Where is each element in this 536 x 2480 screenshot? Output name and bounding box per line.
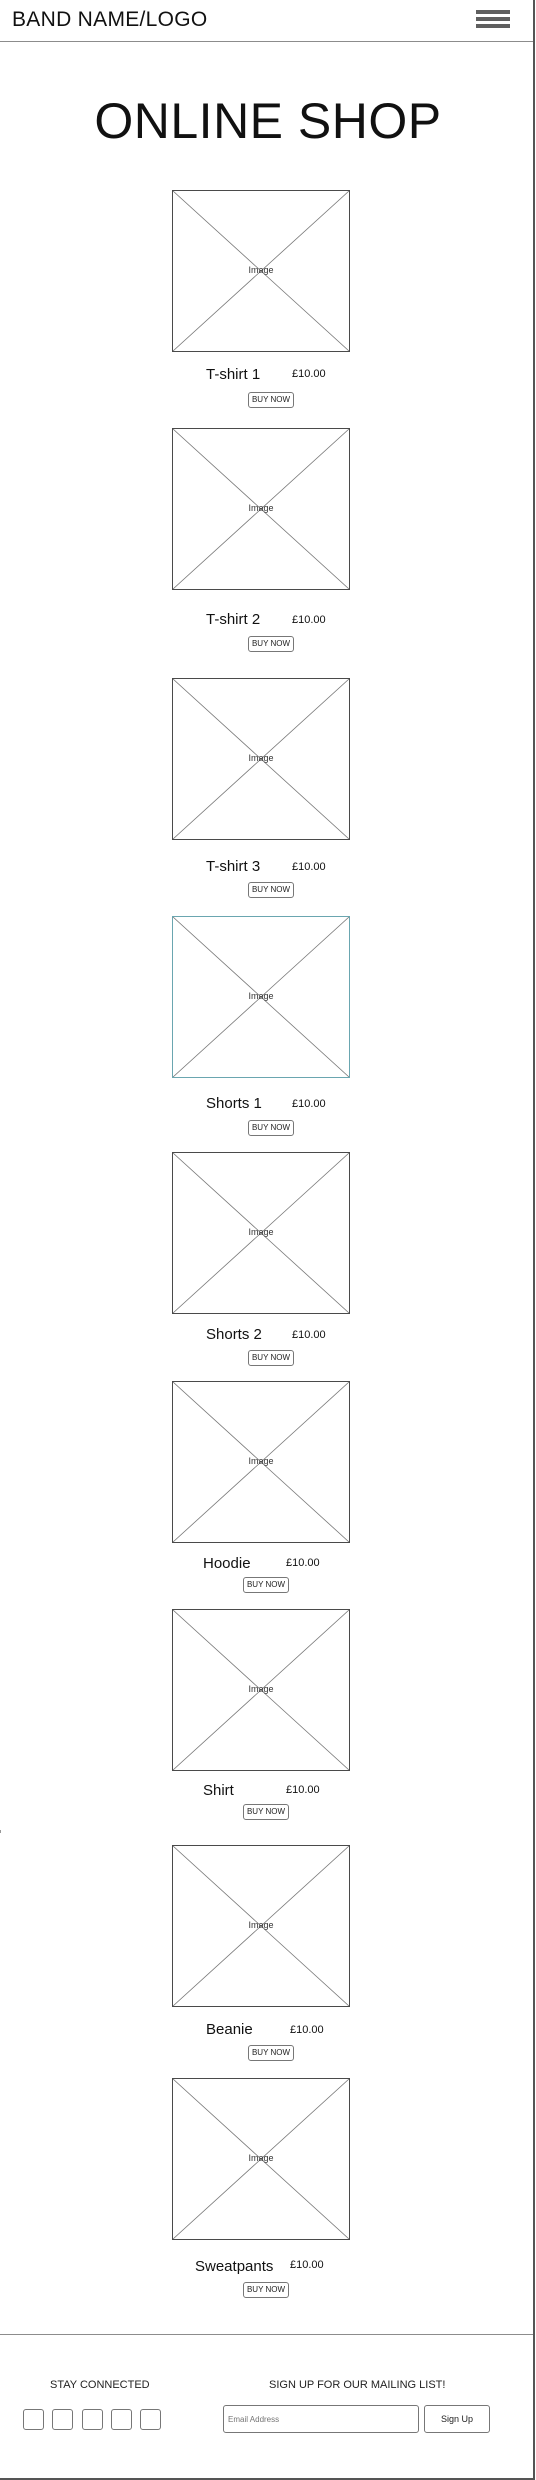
product-image[interactable]: Image [172,1381,350,1543]
buy-now-button[interactable]: BUY NOW [243,2282,289,2298]
product-name: Beanie [206,2021,253,2038]
product-price: £10.00 [286,1557,320,1569]
product-name: T-shirt 2 [206,611,261,628]
product-price: £10.00 [292,861,326,873]
product-price: £10.00 [292,614,326,626]
buy-now-button[interactable]: BUY NOW [248,392,294,408]
image-placeholder-label: Image [248,1684,274,1694]
product-name: T-shirt 1 [206,366,261,383]
product-card: Image T-shirt 1 £10.00 BUY NOW [0,190,536,420]
header: BAND NAME/LOGO [0,0,533,42]
product-price: £10.00 [292,1329,326,1341]
hamburger-menu-icon[interactable] [476,10,510,30]
mailing-list-heading: SIGN UP FOR OUR MAILING LIST! [269,2379,446,2391]
stay-connected-heading: STAY CONNECTED [50,2379,150,2391]
image-placeholder-label: Image [248,2153,274,2163]
product-card: Image T-shirt 2 £10.00 BUY NOW [0,428,536,658]
social-icon[interactable] [52,2409,73,2430]
product-price: £10.00 [292,368,326,380]
divider [0,1830,1,1833]
image-placeholder-label: Image [248,503,274,513]
hamburger-line [476,17,510,21]
buy-now-button[interactable]: BUY NOW [243,1804,289,1820]
product-name: Sweatpants [195,2258,274,2275]
buy-now-button[interactable]: BUY NOW [248,636,294,652]
product-name: Shorts 2 [206,1326,262,1343]
product-image[interactable]: Image [172,2078,350,2240]
sign-up-button[interactable]: Sign Up [424,2405,490,2433]
footer: STAY CONNECTED SIGN UP FOR OUR MAILING L… [0,2334,533,2479]
product-card: Image Sweatpants £10.00 BUY NOW [0,2078,536,2308]
buy-now-button[interactable]: BUY NOW [248,1350,294,1366]
buy-now-button[interactable]: BUY NOW [243,1577,289,1593]
product-image[interactable]: Image [172,190,350,352]
social-icon[interactable] [111,2409,132,2430]
product-image[interactable]: Image [172,428,350,590]
product-card: Image T-shirt 3 £10.00 BUY NOW [0,678,536,908]
image-placeholder-label: Image [248,1227,274,1237]
product-image[interactable]: Image [172,678,350,840]
product-image[interactable]: Image [172,916,350,1078]
hamburger-line [476,24,510,28]
social-icon[interactable] [23,2409,44,2430]
product-price: £10.00 [286,1784,320,1796]
social-icon[interactable] [82,2409,103,2430]
image-placeholder-label: Image [248,265,274,275]
hamburger-line [476,10,510,14]
product-card: Image Beanie £10.00 BUY NOW [0,1845,536,2075]
product-card: Image Shorts 2 £10.00 BUY NOW [0,1152,536,1382]
image-placeholder-label: Image [248,1456,274,1466]
product-card: Image Shorts 1 £10.00 BUY NOW [0,916,536,1146]
social-icon[interactable] [140,2409,161,2430]
buy-now-button[interactable]: BUY NOW [248,2045,294,2061]
image-placeholder-label: Image [248,1920,274,1930]
product-name: T-shirt 3 [206,858,261,875]
buy-now-button[interactable]: BUY NOW [248,882,294,898]
product-card: Image Shirt £10.00 BUY NOW [0,1609,536,1839]
product-image[interactable]: Image [172,1609,350,1771]
image-placeholder-label: Image [248,991,274,1001]
page-title: ONLINE SHOP [94,93,442,149]
product-card: Image Hoodie £10.00 BUY NOW [0,1381,536,1611]
product-image[interactable]: Image [172,1152,350,1314]
product-price: £10.00 [292,1098,326,1110]
product-image[interactable]: Image [172,1845,350,2007]
email-field[interactable] [223,2405,419,2433]
band-logo[interactable]: BAND NAME/LOGO [12,8,208,31]
image-placeholder-label: Image [248,753,274,763]
product-name: Hoodie [203,1555,251,1572]
product-name: Shorts 1 [206,1095,262,1112]
product-name: Shirt [203,1782,234,1799]
product-price: £10.00 [290,2259,324,2271]
buy-now-button[interactable]: BUY NOW [248,1120,294,1136]
product-price: £10.00 [290,2024,324,2036]
